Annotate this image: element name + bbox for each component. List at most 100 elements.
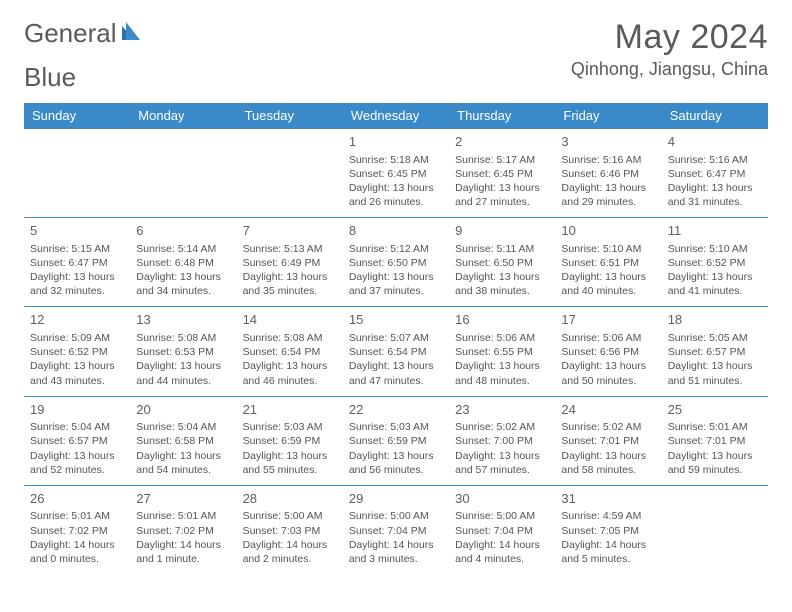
day-info-line: Sunset: 6:55 PM [455,345,549,359]
calendar-day-cell: 24Sunrise: 5:02 AMSunset: 7:01 PMDayligh… [555,396,661,485]
day-info-line: Sunrise: 5:00 AM [455,509,549,523]
day-info-line: Daylight: 13 hours [349,181,443,195]
calendar-day-cell: 15Sunrise: 5:07 AMSunset: 6:54 PMDayligh… [343,307,449,396]
day-info-line: Daylight: 13 hours [30,270,124,284]
day-info-line: Sunset: 7:04 PM [349,524,443,538]
calendar-day-cell: 11Sunrise: 5:10 AMSunset: 6:52 PMDayligh… [662,218,768,307]
day-info-line: Sunset: 7:01 PM [668,434,762,448]
calendar-week-row: 12Sunrise: 5:09 AMSunset: 6:52 PMDayligh… [24,307,768,396]
calendar-day-cell [662,485,768,574]
day-number: 26 [30,490,124,508]
calendar-day-cell: 7Sunrise: 5:13 AMSunset: 6:49 PMDaylight… [237,218,343,307]
day-info-line: Daylight: 13 hours [243,359,337,373]
day-info-line: Sunrise: 5:17 AM [455,153,549,167]
day-info-line: and 44 minutes. [136,374,230,388]
weekday-header-row: Sunday Monday Tuesday Wednesday Thursday… [24,103,768,129]
location-subtitle: Qinhong, Jiangsu, China [571,59,768,80]
day-info-line: Daylight: 13 hours [243,270,337,284]
calendar-table: Sunday Monday Tuesday Wednesday Thursday… [24,103,768,574]
calendar-day-cell: 19Sunrise: 5:04 AMSunset: 6:57 PMDayligh… [24,396,130,485]
day-info-line: Sunset: 6:52 PM [30,345,124,359]
weekday-header: Thursday [449,103,555,129]
day-info-line: Sunset: 7:02 PM [136,524,230,538]
day-number: 27 [136,490,230,508]
day-info-line: Sunset: 7:04 PM [455,524,549,538]
day-info-line: Sunrise: 5:10 AM [561,242,655,256]
day-info-line: Sunset: 6:47 PM [30,256,124,270]
calendar-day-cell: 14Sunrise: 5:08 AMSunset: 6:54 PMDayligh… [237,307,343,396]
day-info-line: Daylight: 13 hours [455,181,549,195]
calendar-day-cell: 21Sunrise: 5:03 AMSunset: 6:59 PMDayligh… [237,396,343,485]
day-info-line: Sunset: 6:59 PM [349,434,443,448]
day-info-line: and 40 minutes. [561,284,655,298]
day-info-line: Sunset: 6:47 PM [668,167,762,181]
day-info-line: and 26 minutes. [349,195,443,209]
day-number: 1 [349,133,443,151]
calendar-day-cell: 9Sunrise: 5:11 AMSunset: 6:50 PMDaylight… [449,218,555,307]
calendar-day-cell: 10Sunrise: 5:10 AMSunset: 6:51 PMDayligh… [555,218,661,307]
weekday-header: Tuesday [237,103,343,129]
day-info-line: Daylight: 13 hours [243,449,337,463]
weekday-header: Wednesday [343,103,449,129]
calendar-week-row: 1Sunrise: 5:18 AMSunset: 6:45 PMDaylight… [24,129,768,218]
day-info-line: Sunrise: 5:16 AM [668,153,762,167]
day-info-line: Sunrise: 4:59 AM [561,509,655,523]
month-title: May 2024 [571,18,768,57]
sail-icon [120,18,142,49]
day-info-line: Sunset: 6:50 PM [349,256,443,270]
day-info-line: Sunrise: 5:03 AM [243,420,337,434]
day-info-line: Daylight: 13 hours [349,449,443,463]
day-info-line: Sunrise: 5:06 AM [561,331,655,345]
weekday-header: Saturday [662,103,768,129]
day-number: 6 [136,222,230,240]
day-info-line: and 59 minutes. [668,463,762,477]
calendar-day-cell: 26Sunrise: 5:01 AMSunset: 7:02 PMDayligh… [24,485,130,574]
calendar-day-cell: 12Sunrise: 5:09 AMSunset: 6:52 PMDayligh… [24,307,130,396]
day-info-line: Sunrise: 5:10 AM [668,242,762,256]
calendar-day-cell: 8Sunrise: 5:12 AMSunset: 6:50 PMDaylight… [343,218,449,307]
day-number: 16 [455,311,549,329]
day-info-line: Sunrise: 5:01 AM [668,420,762,434]
day-info-line: Daylight: 13 hours [349,270,443,284]
calendar-day-cell: 27Sunrise: 5:01 AMSunset: 7:02 PMDayligh… [130,485,236,574]
day-number: 28 [243,490,337,508]
day-number: 12 [30,311,124,329]
day-info-line: Sunrise: 5:15 AM [30,242,124,256]
day-number: 29 [349,490,443,508]
day-info-line: and 5 minutes. [561,552,655,566]
day-info-line: Sunset: 6:50 PM [455,256,549,270]
day-info-line: and 37 minutes. [349,284,443,298]
day-number: 22 [349,401,443,419]
day-info-line: Daylight: 14 hours [243,538,337,552]
day-info-line: Sunset: 6:51 PM [561,256,655,270]
day-number: 7 [243,222,337,240]
calendar-day-cell: 20Sunrise: 5:04 AMSunset: 6:58 PMDayligh… [130,396,236,485]
day-info-line: and 58 minutes. [561,463,655,477]
day-info-line: Sunset: 6:53 PM [136,345,230,359]
calendar-week-row: 5Sunrise: 5:15 AMSunset: 6:47 PMDaylight… [24,218,768,307]
weekday-header: Monday [130,103,236,129]
day-info-line: and 31 minutes. [668,195,762,209]
day-number: 8 [349,222,443,240]
day-number: 11 [668,222,762,240]
day-info-line: Sunrise: 5:01 AM [136,509,230,523]
calendar-week-row: 26Sunrise: 5:01 AMSunset: 7:02 PMDayligh… [24,485,768,574]
day-info-line: Sunset: 7:05 PM [561,524,655,538]
calendar-day-cell: 13Sunrise: 5:08 AMSunset: 6:53 PMDayligh… [130,307,236,396]
calendar-day-cell: 18Sunrise: 5:05 AMSunset: 6:57 PMDayligh… [662,307,768,396]
day-info-line: Sunrise: 5:08 AM [243,331,337,345]
calendar-day-cell [130,129,236,218]
day-info-line: Sunrise: 5:04 AM [30,420,124,434]
calendar-day-cell: 3Sunrise: 5:16 AMSunset: 6:46 PMDaylight… [555,129,661,218]
day-info-line: Sunset: 6:59 PM [243,434,337,448]
day-info-line: and 57 minutes. [455,463,549,477]
day-number: 18 [668,311,762,329]
day-number: 19 [30,401,124,419]
day-info-line: and 3 minutes. [349,552,443,566]
day-number: 31 [561,490,655,508]
day-info-line: Sunrise: 5:02 AM [455,420,549,434]
day-info-line: Sunrise: 5:02 AM [561,420,655,434]
day-info-line: Sunrise: 5:01 AM [30,509,124,523]
day-info-line: Sunset: 6:45 PM [349,167,443,181]
day-number: 3 [561,133,655,151]
